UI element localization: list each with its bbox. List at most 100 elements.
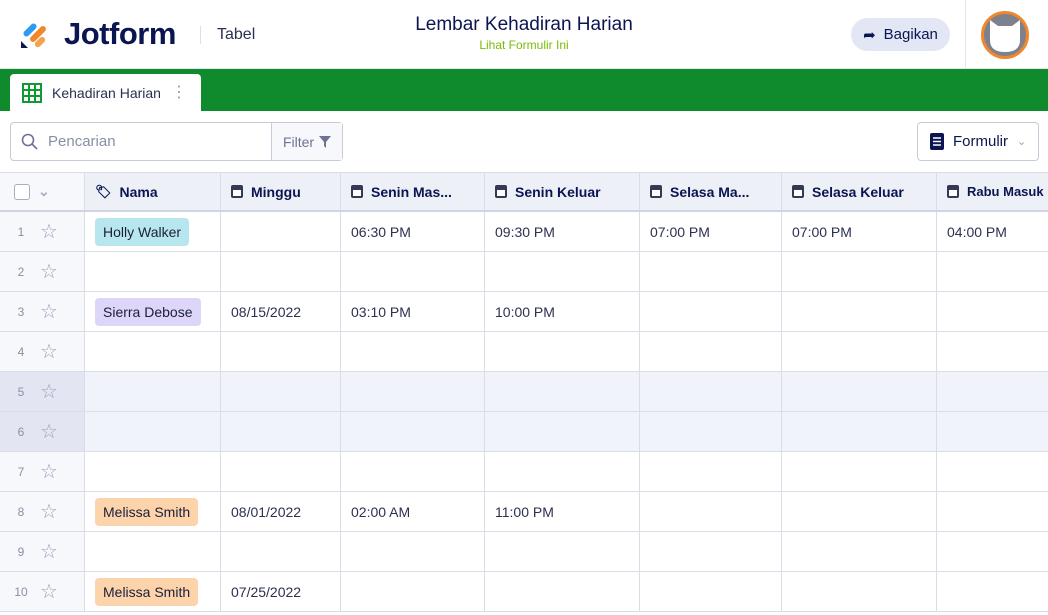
table-cell[interactable] bbox=[782, 412, 937, 451]
name-cell[interactable]: Melissa Smith bbox=[85, 492, 221, 531]
table-cell[interactable] bbox=[341, 412, 485, 451]
name-cell[interactable]: Sierra Debose bbox=[85, 292, 221, 331]
name-cell[interactable]: Holly Walker bbox=[85, 212, 221, 251]
table-cell[interactable] bbox=[221, 532, 341, 571]
table-cell[interactable] bbox=[640, 572, 782, 611]
star-icon[interactable]: ☆ bbox=[40, 221, 58, 243]
name-cell[interactable] bbox=[85, 252, 221, 291]
star-icon[interactable]: ☆ bbox=[40, 461, 58, 483]
table-cell[interactable] bbox=[221, 252, 341, 291]
table-cell[interactable] bbox=[782, 332, 937, 371]
tab-kehadiran-harian[interactable]: Kehadiran Harian ⋮ bbox=[10, 74, 201, 111]
table-cell[interactable]: 07:00 PM bbox=[782, 212, 937, 251]
table-cell[interactable] bbox=[640, 292, 782, 331]
table-cell[interactable] bbox=[937, 572, 1048, 611]
filter-button[interactable]: Filter bbox=[271, 123, 342, 160]
table-cell[interactable]: 07/25/2022 bbox=[221, 572, 341, 611]
table-cell[interactable] bbox=[937, 532, 1048, 571]
table-cell[interactable]: 06:30 PM bbox=[341, 212, 485, 251]
table-cell[interactable] bbox=[221, 412, 341, 451]
table-cell[interactable] bbox=[341, 452, 485, 491]
table-cell[interactable] bbox=[485, 532, 640, 571]
star-icon[interactable]: ☆ bbox=[40, 501, 58, 523]
table-cell[interactable]: 08/15/2022 bbox=[221, 292, 341, 331]
table-cell[interactable]: 02:00 AM bbox=[341, 492, 485, 531]
name-cell[interactable] bbox=[85, 372, 221, 411]
view-form-link[interactable]: Lihat Formulir Ini bbox=[479, 38, 569, 52]
table-cell[interactable] bbox=[937, 292, 1048, 331]
name-cell[interactable]: Melissa Smith bbox=[85, 572, 221, 611]
table-cell[interactable]: 04:00 PM bbox=[947, 223, 1007, 240]
name-cell[interactable] bbox=[85, 332, 221, 371]
table-row[interactable]: 7 ☆ bbox=[0, 452, 1048, 492]
table-cell[interactable] bbox=[341, 332, 485, 371]
table-row[interactable]: 1 ☆ Holly Walker 06:30 PM 09:30 PM 07:00 PM 07… bbox=[0, 212, 1048, 252]
table-cell[interactable]: 07:00 PM bbox=[640, 212, 782, 251]
table-cell[interactable] bbox=[640, 252, 782, 291]
table-cell[interactable] bbox=[640, 412, 782, 451]
share-button[interactable]: ➦ Bagikan bbox=[851, 18, 950, 51]
table-cell[interactable] bbox=[485, 332, 640, 371]
table-cell[interactable] bbox=[341, 532, 485, 571]
table-cell[interactable]: 08/01/2022 bbox=[221, 492, 341, 531]
table-cell[interactable] bbox=[782, 572, 937, 611]
table-cell[interactable]: 10:00 PM bbox=[485, 292, 640, 331]
table-cell[interactable] bbox=[341, 252, 485, 291]
table-cell[interactable] bbox=[485, 372, 640, 411]
column-header-selasa-keluar[interactable]: Selasa Keluar bbox=[782, 173, 937, 210]
name-cell[interactable] bbox=[85, 412, 221, 451]
star-icon[interactable]: ☆ bbox=[40, 541, 58, 563]
table-cell[interactable]: 09:30 PM bbox=[485, 212, 640, 251]
table-row[interactable]: 2 ☆ bbox=[0, 252, 1048, 292]
table-cell[interactable] bbox=[221, 452, 341, 491]
table-cell[interactable] bbox=[937, 492, 1048, 531]
table-row[interactable]: 4 ☆ bbox=[0, 332, 1048, 372]
select-all-checkbox[interactable] bbox=[14, 183, 30, 200]
column-header-selasa-masuk[interactable]: Selasa Ma... bbox=[640, 173, 782, 210]
column-header-rabu-masuk[interactable]: Rabu Masuk bbox=[937, 173, 1048, 210]
jotform-logo[interactable]: Jotform bbox=[20, 16, 176, 52]
table-cell[interactable] bbox=[937, 332, 1048, 371]
table-cell[interactable] bbox=[782, 372, 937, 411]
table-cell[interactable] bbox=[485, 252, 640, 291]
table-cell[interactable] bbox=[221, 212, 341, 251]
star-icon[interactable]: ☆ bbox=[40, 581, 58, 603]
table-cell[interactable] bbox=[640, 492, 782, 531]
table-cell[interactable] bbox=[640, 532, 782, 571]
table-cell[interactable] bbox=[782, 492, 937, 531]
table-cell[interactable] bbox=[937, 452, 1048, 491]
tab-more-icon[interactable]: ⋮ bbox=[170, 83, 187, 101]
table-row[interactable]: 9 ☆ bbox=[0, 532, 1048, 572]
table-cell[interactable]: 11:00 PM bbox=[485, 492, 640, 531]
star-icon[interactable]: ☆ bbox=[40, 341, 58, 363]
table-cell[interactable] bbox=[221, 332, 341, 371]
table-cell[interactable] bbox=[937, 412, 1048, 451]
column-header-nama[interactable]: 🏷 Nama bbox=[85, 173, 221, 210]
column-header-senin-keluar[interactable]: Senin Keluar bbox=[485, 173, 640, 210]
chevron-down-icon[interactable]: ⌄ bbox=[38, 183, 50, 199]
table-cell[interactable] bbox=[640, 452, 782, 491]
star-icon[interactable]: ☆ bbox=[40, 301, 58, 323]
table-cell[interactable] bbox=[782, 532, 937, 571]
star-icon[interactable]: ☆ bbox=[40, 261, 58, 283]
table-row[interactable]: 8 ☆ Melissa Smith 08/01/2022 02:00 AM 11:00 P… bbox=[0, 492, 1048, 532]
table-row[interactable]: 5 ☆ bbox=[0, 372, 1048, 412]
avatar[interactable] bbox=[981, 11, 1029, 59]
table-cell[interactable] bbox=[485, 412, 640, 451]
table-cell[interactable] bbox=[485, 572, 640, 611]
column-header-minggu[interactable]: Minggu bbox=[221, 173, 341, 210]
star-icon[interactable]: ☆ bbox=[40, 381, 58, 403]
star-icon[interactable]: ☆ bbox=[40, 421, 58, 443]
table-cell[interactable] bbox=[640, 332, 782, 371]
search-input[interactable]: Pencarian bbox=[11, 123, 271, 160]
table-cell[interactable] bbox=[937, 372, 1048, 411]
column-header-senin-masuk[interactable]: Senin Mas... bbox=[341, 173, 485, 210]
table-row[interactable]: 6 ☆ bbox=[0, 412, 1048, 452]
table-row[interactable]: 10 ☆ Melissa Smith 07/25/2022 bbox=[0, 572, 1048, 612]
table-cell[interactable] bbox=[937, 252, 1048, 291]
table-cell[interactable]: 03:10 PM bbox=[341, 292, 485, 331]
table-cell[interactable] bbox=[782, 292, 937, 331]
table-cell[interactable] bbox=[782, 452, 937, 491]
form-dropdown[interactable]: Formulir ⌄ bbox=[917, 122, 1039, 161]
table-cell[interactable] bbox=[341, 572, 485, 611]
